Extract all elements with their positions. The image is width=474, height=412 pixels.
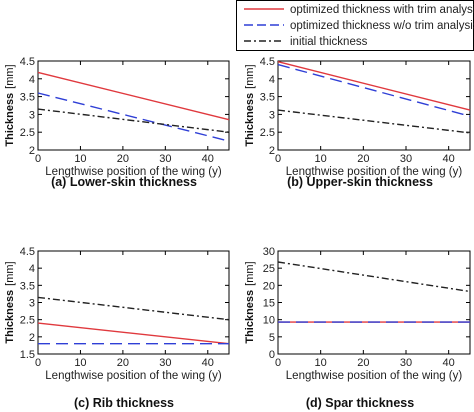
y-tick-label: 4	[29, 263, 35, 275]
y-tick-label: 4.5	[260, 56, 275, 68]
y-tick-label: 3	[29, 109, 35, 121]
y-tick-label: 20	[263, 280, 275, 292]
y-axis-title: Thickness	[244, 290, 256, 344]
series-line-3	[37, 296, 230, 321]
y-tick-label: 4	[269, 74, 275, 86]
x-tick-label: 30	[159, 153, 171, 165]
legend-label-3: initial thickness	[290, 36, 368, 48]
series-line-3	[277, 261, 471, 293]
y-tick-label: 4	[29, 74, 35, 86]
x-axis-label: Lengthwise position of the wing (y)	[286, 370, 463, 382]
series-line-2	[277, 63, 471, 117]
y-tick-label: 2	[29, 145, 35, 157]
plot-frame	[277, 60, 471, 151]
plot-frame	[37, 250, 230, 355]
panel-caption: (c) Rib thickness	[74, 396, 174, 410]
series-line-1	[37, 71, 230, 121]
x-axis-label: Lengthwise position of the wing (y)	[45, 166, 222, 178]
y-tick-label: 2.5	[20, 315, 35, 327]
y-tick-label: 2.5	[20, 127, 35, 139]
legend-label-2: optimized thickness w/o trim analysis	[290, 20, 474, 32]
series-line-2	[37, 92, 230, 142]
x-tick-label: 10	[315, 153, 327, 165]
y-axis-label: Thickness [mm]	[244, 261, 256, 343]
x-tick-label: 20	[357, 357, 369, 369]
y-axis-unit: [mm]	[244, 64, 256, 88]
y-tick-label: 10	[263, 315, 275, 327]
y-axis-title: Thickness	[244, 93, 256, 147]
y-tick-label: 0	[269, 349, 275, 361]
legend-label-1: optimized thickness with trim analysis	[290, 4, 474, 16]
y-tick-label: 25	[263, 263, 275, 275]
legend: optimized thickness with trim analysis op…	[236, 0, 474, 51]
y-tick-label: 3	[269, 109, 275, 121]
y-tick-label: 4.5	[20, 56, 35, 68]
x-tick-label: 20	[117, 153, 129, 165]
y-axis-title: Thickness	[4, 93, 16, 147]
panel-caption: (d) Spar thickness	[306, 396, 414, 410]
y-tick-label: 4.5	[20, 246, 35, 258]
x-tick-label: 20	[357, 153, 369, 165]
x-tick-label: 0	[35, 153, 41, 165]
y-axis-label: Thickness [mm]	[244, 64, 256, 146]
x-tick-label: 0	[275, 357, 281, 369]
y-axis-label: Thickness [mm]	[4, 261, 16, 343]
y-tick-label: 5	[269, 332, 275, 344]
x-axis-label: Lengthwise position of the wing (y)	[45, 370, 222, 382]
y-axis-title: Thickness	[4, 290, 16, 344]
y-axis-unit: [mm]	[244, 261, 256, 285]
y-tick-label: 2	[269, 145, 275, 157]
series-line-1	[37, 322, 230, 345]
x-tick-label: 30	[400, 357, 412, 369]
series-line-1	[277, 61, 471, 111]
y-tick-label: 1.5	[20, 349, 35, 361]
y-axis-unit: [mm]	[4, 261, 16, 285]
series-line-3	[277, 109, 471, 134]
y-tick-label: 3	[29, 298, 35, 310]
x-tick-label: 10	[74, 153, 86, 165]
y-axis-unit: [mm]	[4, 64, 16, 88]
y-tick-label: 3.5	[20, 92, 35, 104]
series-line-3	[37, 108, 230, 133]
x-tick-label: 40	[202, 153, 214, 165]
x-tick-label: 40	[443, 153, 455, 165]
y-tick-label: 30	[263, 246, 275, 258]
x-tick-label: 10	[74, 357, 86, 369]
x-tick-label: 30	[159, 357, 171, 369]
y-tick-label: 15	[263, 298, 275, 310]
x-axis-label: Lengthwise position of the wing (y)	[286, 166, 463, 178]
x-tick-label: 0	[35, 357, 41, 369]
panel-caption: (a) Lower-skin thickness	[51, 175, 197, 189]
x-tick-label: 20	[117, 357, 129, 369]
x-tick-label: 40	[202, 357, 214, 369]
x-tick-label: 0	[275, 153, 281, 165]
plot-frame	[37, 60, 230, 151]
y-tick-label: 3.5	[20, 280, 35, 292]
y-tick-label: 2.5	[260, 127, 275, 139]
y-axis-label: Thickness [mm]	[4, 64, 16, 146]
x-tick-label: 30	[400, 153, 412, 165]
y-tick-label: 3.5	[260, 92, 275, 104]
x-tick-label: 40	[443, 357, 455, 369]
panel-caption: (b) Upper-skin thickness	[287, 175, 433, 189]
plot-frame	[277, 250, 471, 355]
x-tick-label: 10	[315, 357, 327, 369]
y-tick-label: 2	[29, 332, 35, 344]
